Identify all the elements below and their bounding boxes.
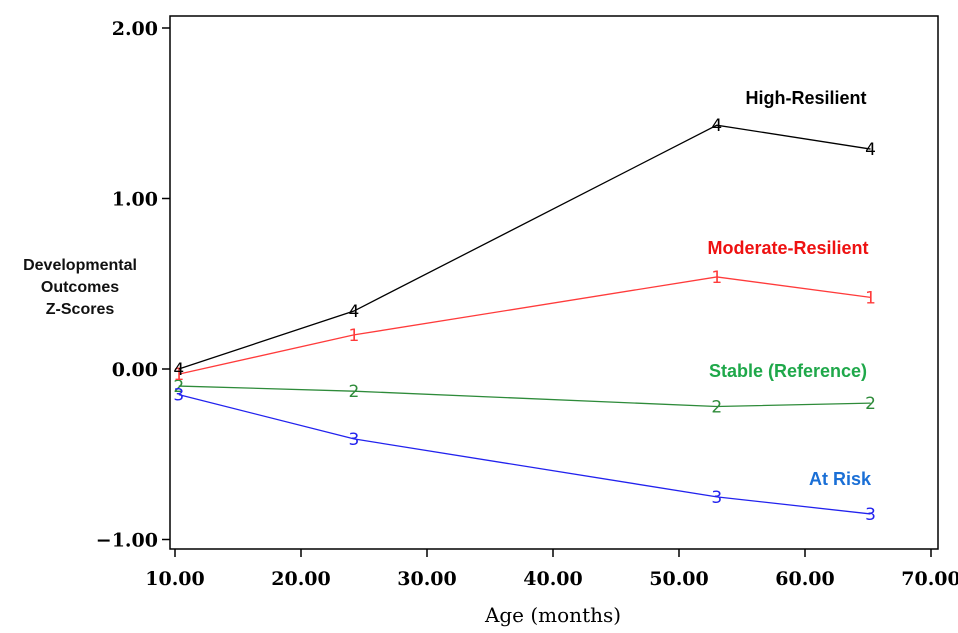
x-tick-label: 40.00 — [523, 568, 583, 590]
series-label: At Risk — [809, 469, 872, 489]
data-point-marker: 2 — [349, 382, 360, 402]
data-point-marker: 1 — [349, 326, 360, 346]
x-tick-label: 20.00 — [271, 568, 331, 590]
series-line — [178, 276, 871, 375]
data-point-marker: 3 — [173, 386, 184, 406]
y-tick-label: 0.00 — [112, 359, 158, 381]
data-point-marker: 1 — [865, 288, 876, 308]
x-tick-label: 10.00 — [145, 568, 205, 590]
data-point-marker: 4 — [865, 140, 876, 160]
series-line — [178, 385, 871, 408]
x-tick-label: 30.00 — [397, 568, 457, 590]
y-axis-title-line: Z-Scores — [46, 301, 115, 318]
data-point-marker: 1 — [711, 268, 722, 288]
data-point-marker: 3 — [349, 430, 360, 450]
series-label: High-Resilient — [745, 88, 866, 108]
data-point-marker: 2 — [173, 377, 184, 397]
data-point-marker: 1 — [173, 365, 184, 385]
y-axis-title-line: Outcomes — [41, 279, 119, 296]
series-label: Moderate-Resilient — [707, 238, 868, 258]
data-point-marker: 4 — [711, 116, 722, 136]
x-tick-label: 70.00 — [901, 568, 958, 590]
y-axis-title-line: Developmental — [23, 257, 137, 274]
x-tick-label: 50.00 — [649, 568, 709, 590]
x-tick-label: 60.00 — [775, 568, 835, 590]
y-tick-label: 2.00 — [112, 18, 158, 40]
x-axis-title: Age (months) — [484, 603, 621, 627]
data-point-marker: 2 — [711, 398, 722, 418]
data-point-marker: 3 — [865, 505, 876, 525]
data-point-marker: 3 — [711, 488, 722, 508]
series-line — [178, 124, 871, 370]
series-line — [178, 393, 871, 515]
y-tick-label: −1.00 — [96, 530, 158, 552]
data-point-marker: 2 — [865, 394, 876, 414]
plot-frame — [169, 15, 939, 550]
data-point-marker: 4 — [173, 360, 184, 380]
series-label: Stable (Reference) — [709, 361, 867, 381]
data-point-marker: 4 — [349, 302, 360, 322]
y-tick-label: 1.00 — [112, 189, 158, 211]
